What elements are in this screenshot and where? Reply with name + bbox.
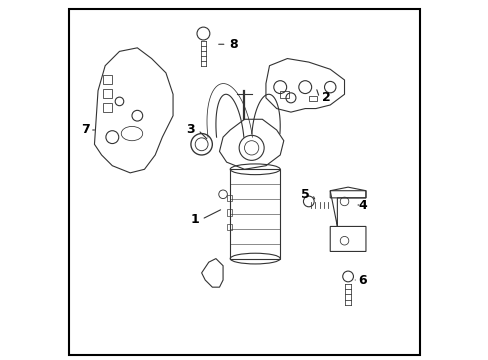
Bar bbox=[308, 96, 316, 102]
Bar bbox=[103, 75, 112, 84]
Text: 8: 8 bbox=[229, 38, 238, 51]
Text: 3: 3 bbox=[186, 123, 195, 136]
Text: 6: 6 bbox=[357, 274, 366, 287]
Text: 4: 4 bbox=[357, 198, 366, 212]
Bar bbox=[226, 224, 232, 230]
Text: 5: 5 bbox=[300, 188, 309, 201]
Text: 7: 7 bbox=[81, 123, 90, 136]
Text: 1: 1 bbox=[190, 213, 199, 226]
Bar bbox=[226, 195, 232, 202]
Bar bbox=[230, 169, 280, 258]
Bar bbox=[280, 91, 288, 98]
Bar bbox=[103, 89, 112, 98]
Bar bbox=[103, 103, 112, 112]
Text: 2: 2 bbox=[322, 91, 330, 104]
Bar bbox=[226, 209, 232, 216]
